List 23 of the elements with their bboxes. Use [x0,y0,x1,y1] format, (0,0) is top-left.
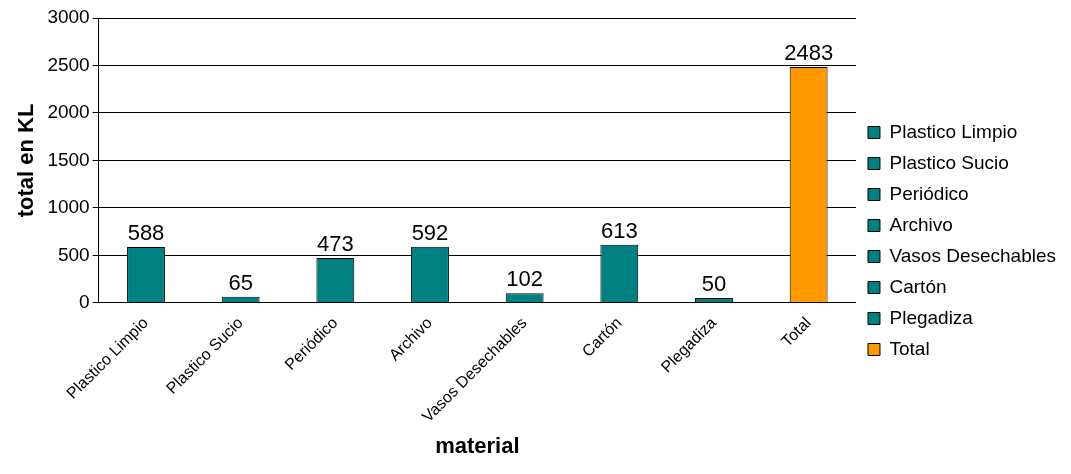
data-label: 592 [411,219,449,245]
y-tick-label: 500 [57,243,90,265]
y-tick-label: 2000 [47,101,90,123]
x-axis-title: material [435,432,520,458]
legend-label: Plastico Limpio [889,120,1018,142]
y-tick-label: 3000 [47,6,90,28]
data-label: 50 [701,271,727,297]
y-axis-title: total en KL [13,103,39,218]
data-label: 473 [316,231,354,257]
y-tick-label: 1500 [47,148,90,170]
legend-label: Archivo [889,213,953,235]
legend-label: Plastico Sucio [889,151,1009,173]
y-tick-label: 2500 [47,53,90,75]
data-label: 102 [506,266,544,292]
data-label: 2483 [784,40,834,66]
y-tick-label: 0 [79,291,90,313]
data-label: 588 [127,220,165,246]
y-tick-label: 1000 [47,196,90,218]
data-label: 613 [600,217,638,243]
legend-label: Periódico [889,182,969,204]
legend-label: Cartón [889,275,947,297]
data-label: 65 [228,269,253,295]
legend-label: Vasos Desechables [889,244,1057,266]
